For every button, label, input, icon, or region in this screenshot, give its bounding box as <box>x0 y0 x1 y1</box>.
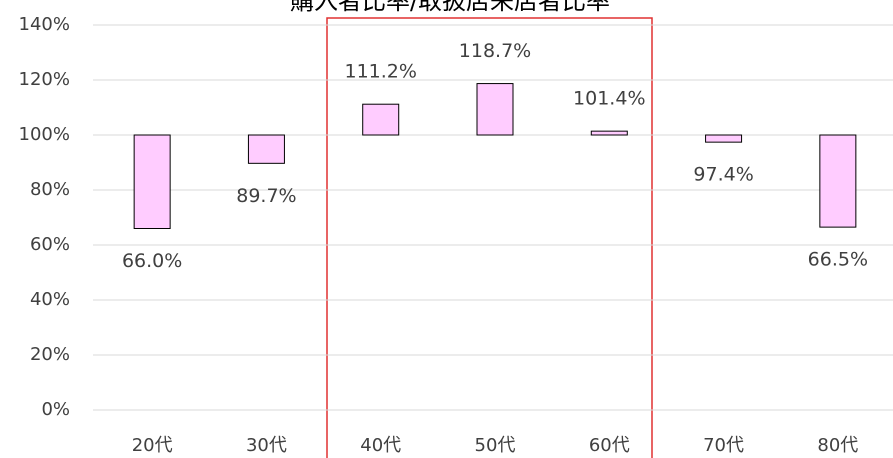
data-label: 66.0% <box>122 250 182 272</box>
bar <box>705 134 743 143</box>
data-label: 101.4% <box>573 88 645 110</box>
data-label: 89.7% <box>236 185 296 207</box>
bar <box>133 134 171 229</box>
y-tick-label: 60% <box>30 234 70 255</box>
data-label: 118.7% <box>459 40 531 62</box>
bar <box>362 103 400 136</box>
bar <box>590 130 628 136</box>
data-label: 111.2% <box>344 61 416 83</box>
y-tick-label: 80% <box>30 179 70 200</box>
y-tick-label: 20% <box>30 344 70 365</box>
x-tick-label: 30代 <box>246 435 287 456</box>
y-tick-label: 100% <box>19 124 70 145</box>
bar <box>247 134 285 164</box>
y-tick-label: 140% <box>19 14 70 35</box>
y-tick-label: 0% <box>41 399 70 420</box>
bar <box>476 83 514 136</box>
x-tick-label: 40代 <box>360 435 401 456</box>
x-tick-label: 50代 <box>475 435 516 456</box>
x-tick-label: 80代 <box>817 435 858 456</box>
highlight-box <box>326 17 653 458</box>
data-label: 66.5% <box>808 249 868 271</box>
y-tick-label: 40% <box>30 289 70 310</box>
data-label: 97.4% <box>693 164 753 186</box>
x-tick-label: 60代 <box>589 435 630 456</box>
y-tick-label: 120% <box>19 69 70 90</box>
x-tick-label: 70代 <box>703 435 744 456</box>
chart-title: 購入者比率/取扱店来店者比率 <box>290 0 610 15</box>
bar <box>819 134 857 228</box>
x-tick-label: 20代 <box>132 435 173 456</box>
